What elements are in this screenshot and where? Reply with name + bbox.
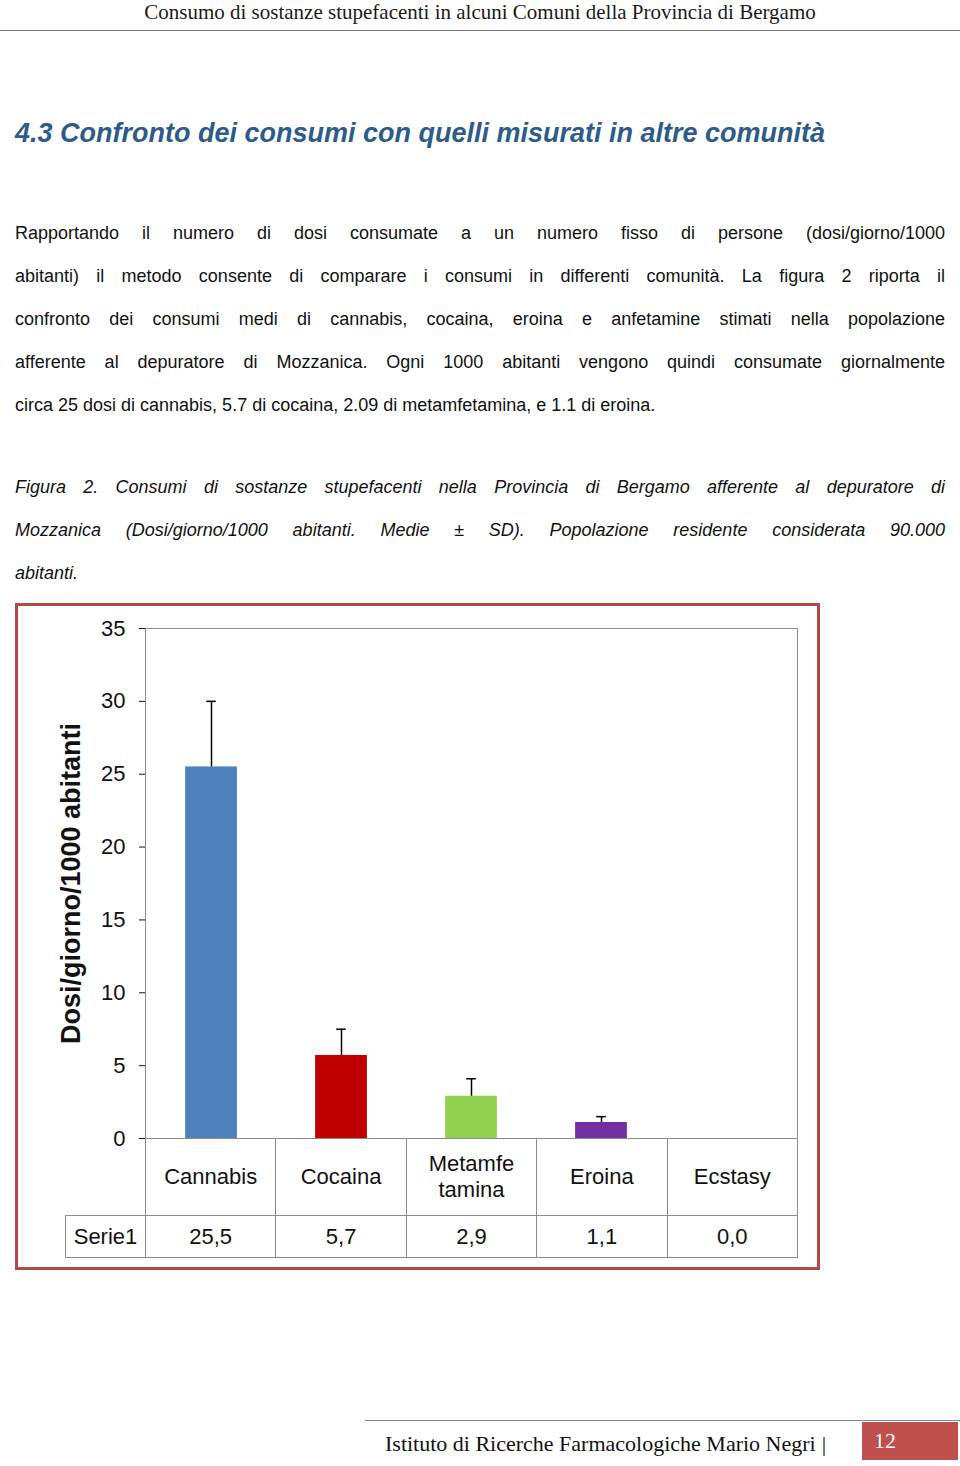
html-text:Ecstasy: Ecstasy <box>693 1164 771 1189</box>
html-text:afferente al depuratore di Moz: afferente al depuratore di Mozzanica. Og… <box>15 352 945 372</box>
html-text:4.3 Confronto dei consumi con: 4.3 Confronto dei consumi con quelli mis… <box>15 118 826 148</box>
html-text:25,5: 25,5 <box>189 1223 233 1249</box>
html-text:12: 12 <box>874 1428 896 1453</box>
html-text:Mozzanica (Dosi/giorno/1000 ab: Mozzanica (Dosi/giorno/1000 abitanti. Me… <box>15 520 945 540</box>
svg-text:Dosi/giorno/1000 abitanti: Dosi/giorno/1000 abitanti <box>56 723 86 1044</box>
html-text:5,7: 5,7 <box>325 1223 357 1249</box>
svg-text:10: 10 <box>101 980 125 1005</box>
svg-text:15: 15 <box>101 907 125 932</box>
html-text:Eroina: Eroina <box>570 1164 634 1189</box>
svg-text:30: 30 <box>101 688 125 713</box>
html-text:abitanti.: abitanti. <box>15 563 78 583</box>
html-text:1,1: 1,1 <box>586 1223 618 1249</box>
svg-text:5: 5 <box>113 1053 125 1078</box>
html-text:Metamfe tamina: Metamfe tamina <box>428 1151 515 1202</box>
html-text:Istituto di Ricerche Farmacolo: Istituto di Ricerche Farmacologiche Mari… <box>385 1431 827 1456</box>
html-text:Figura 2. Consumi di sostanze: Figura 2. Consumi di sostanze stupefacen… <box>15 477 945 497</box>
html-text:abitanti) il metodo consente d: abitanti) il metodo consente di comparar… <box>15 266 945 286</box>
svg-text:0: 0 <box>113 1126 125 1151</box>
html-text:Cocaina: Cocaina <box>300 1164 382 1189</box>
html-text:circa 25 dosi di cannabis, 5.7: circa 25 dosi di cannabis, 5.7 di cocain… <box>15 395 656 415</box>
svg-text:20: 20 <box>101 834 125 859</box>
html-text:Consumo di sostanze stupefacen: Consumo di sostanze stupefacenti in alcu… <box>144 0 816 24</box>
html-text:0,0: 0,0 <box>717 1223 748 1249</box>
html-text:Serie1: Serie1 <box>73 1223 138 1249</box>
html-text:Rapportando il numero di dosi: Rapportando il numero di dosi consumate … <box>15 223 945 243</box>
svg-text:35: 35 <box>101 616 125 641</box>
html-text:confronto dei consumi medi di: confronto dei consumi medi di cannabis, … <box>15 309 945 329</box>
html-text:2,9: 2,9 <box>456 1223 487 1249</box>
html-text:Cannabis: Cannabis <box>164 1164 258 1189</box>
svg-text:25: 25 <box>101 761 125 786</box>
